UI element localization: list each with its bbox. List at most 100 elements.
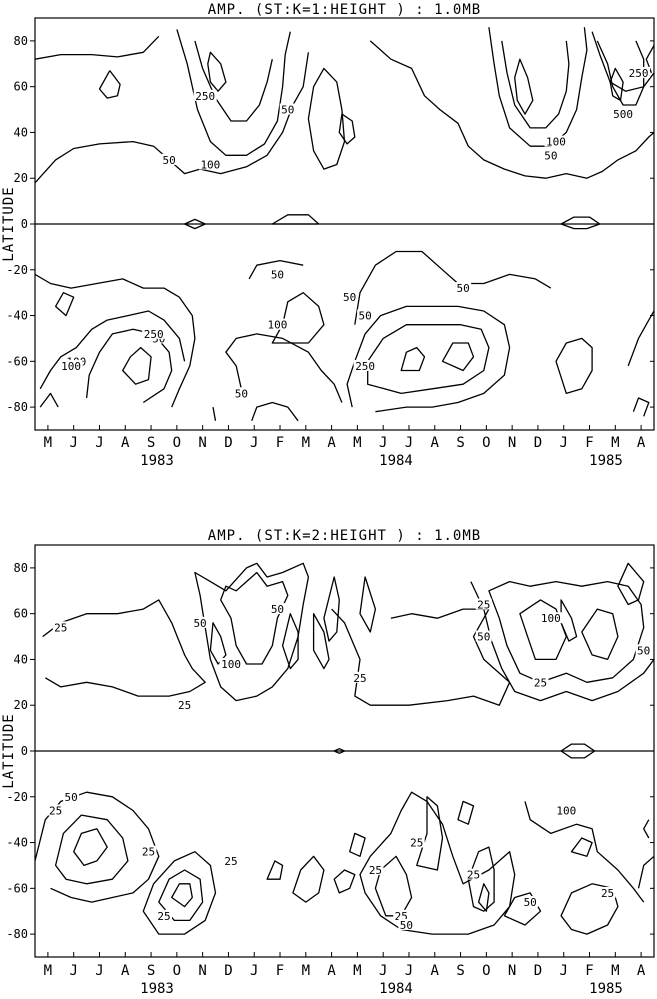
contour-line xyxy=(98,70,121,99)
contour-line xyxy=(54,814,129,885)
y-tick-label: 0 xyxy=(21,217,28,231)
month-label: J xyxy=(250,435,258,451)
year-label: 1984 xyxy=(379,981,413,997)
contour-label: 25 xyxy=(142,846,155,859)
contour-label-bg xyxy=(192,616,209,628)
contour-line xyxy=(467,846,495,912)
contour-label: 100 xyxy=(200,158,220,171)
contour-line xyxy=(591,31,654,92)
contour-line xyxy=(643,819,650,839)
contour-label-bg xyxy=(611,108,635,120)
contour-label-bg xyxy=(223,854,240,866)
contour-line xyxy=(609,67,624,102)
y-axis-label: LATITUDE xyxy=(1,186,17,261)
y-tick-label: -80 xyxy=(6,400,28,414)
contour-label: 250 xyxy=(629,67,649,80)
month-label: F xyxy=(585,963,593,979)
contour-label-bg xyxy=(140,845,157,857)
year-label: 1983 xyxy=(140,981,174,997)
contour-line xyxy=(248,259,304,280)
month-label: S xyxy=(456,435,464,451)
contour-line xyxy=(312,613,330,670)
contour-line xyxy=(122,346,152,385)
y-tick-label: -20 xyxy=(6,790,28,804)
contour-line xyxy=(194,40,273,122)
contour-line xyxy=(359,791,516,935)
contour-line xyxy=(369,40,654,179)
chart-title: AMP. (ST:K=1:HEIGHT ) : 1.0MB xyxy=(208,2,481,18)
month-label: J xyxy=(69,435,77,451)
contour-line xyxy=(570,837,593,857)
contour-label-bg xyxy=(198,158,222,170)
contour-label-bg xyxy=(627,66,651,78)
contour-label: 50 xyxy=(271,603,284,616)
contour-label: 50 xyxy=(400,919,413,932)
contour-line xyxy=(560,599,578,642)
contour-line xyxy=(617,562,645,606)
month-label: M xyxy=(611,963,619,979)
month-label: M xyxy=(44,963,52,979)
contour-line xyxy=(470,581,654,702)
contour-line xyxy=(354,250,552,325)
contour-line xyxy=(331,608,511,706)
contour-line xyxy=(349,832,366,857)
contour-label: 100 xyxy=(221,658,241,671)
contour-line xyxy=(416,796,444,871)
contour-line xyxy=(441,342,475,372)
contour-line xyxy=(39,310,186,390)
contour-line xyxy=(35,35,160,60)
month-label: O xyxy=(173,963,181,979)
contour-label: 100 xyxy=(268,319,288,332)
contour-line xyxy=(194,562,310,702)
contour-label: 50 xyxy=(457,282,470,295)
contour-label-bg xyxy=(408,836,425,848)
y-axis-label: LATITUDE xyxy=(1,713,17,788)
month-label: S xyxy=(147,963,155,979)
contour-line xyxy=(225,333,343,403)
contour-label: 100 xyxy=(546,136,566,149)
contour-label-bg xyxy=(233,387,250,399)
month-label: F xyxy=(276,435,284,451)
contour-label-bg xyxy=(544,135,568,147)
month-label: J xyxy=(379,435,387,451)
contour-label-bg xyxy=(542,149,559,161)
contour-label: 50 xyxy=(271,268,284,281)
month-label: J xyxy=(405,435,413,451)
contour-line xyxy=(359,576,377,633)
contour-line xyxy=(35,52,310,184)
month-label: M xyxy=(611,435,619,451)
contour-line xyxy=(271,214,320,225)
month-label: D xyxy=(534,963,542,979)
contour-line xyxy=(207,51,227,92)
contour-line xyxy=(333,869,356,894)
month-label: M xyxy=(44,435,52,451)
contour-label-bg xyxy=(161,153,178,165)
contour-label: 50 xyxy=(281,104,294,117)
contour-label-bg xyxy=(599,886,616,898)
y-tick-label: 60 xyxy=(14,80,28,94)
month-label: J xyxy=(95,435,103,451)
contour-line xyxy=(220,571,289,665)
contour-line xyxy=(307,67,346,170)
month-label: A xyxy=(121,963,130,979)
month-label: O xyxy=(482,435,490,451)
month-label: D xyxy=(534,435,542,451)
y-tick-label: 0 xyxy=(21,744,28,758)
contour-label-bg xyxy=(357,309,374,321)
contour-label-bg xyxy=(522,896,539,908)
month-label: J xyxy=(250,963,258,979)
contour-label: 500 xyxy=(613,108,633,121)
contour-label-bg xyxy=(465,868,482,880)
month-label: J xyxy=(69,963,77,979)
contour-line xyxy=(560,883,619,935)
chart-title: AMP. (ST:K=2:HEIGHT ) : 1.0MB xyxy=(208,528,481,544)
contour-label-bg xyxy=(63,790,80,802)
y-tick-label: 80 xyxy=(14,34,28,48)
contour-line xyxy=(519,599,567,661)
contour-line xyxy=(292,855,325,903)
panel-k2: AMP. (ST:K=2:HEIGHT ) : 1.0MB 80 60 40 20 0 -2… xyxy=(1,528,655,997)
month-label: M xyxy=(353,435,361,451)
contour-label-bg xyxy=(142,327,166,339)
contour-line xyxy=(560,216,601,230)
contour-line xyxy=(42,599,206,697)
